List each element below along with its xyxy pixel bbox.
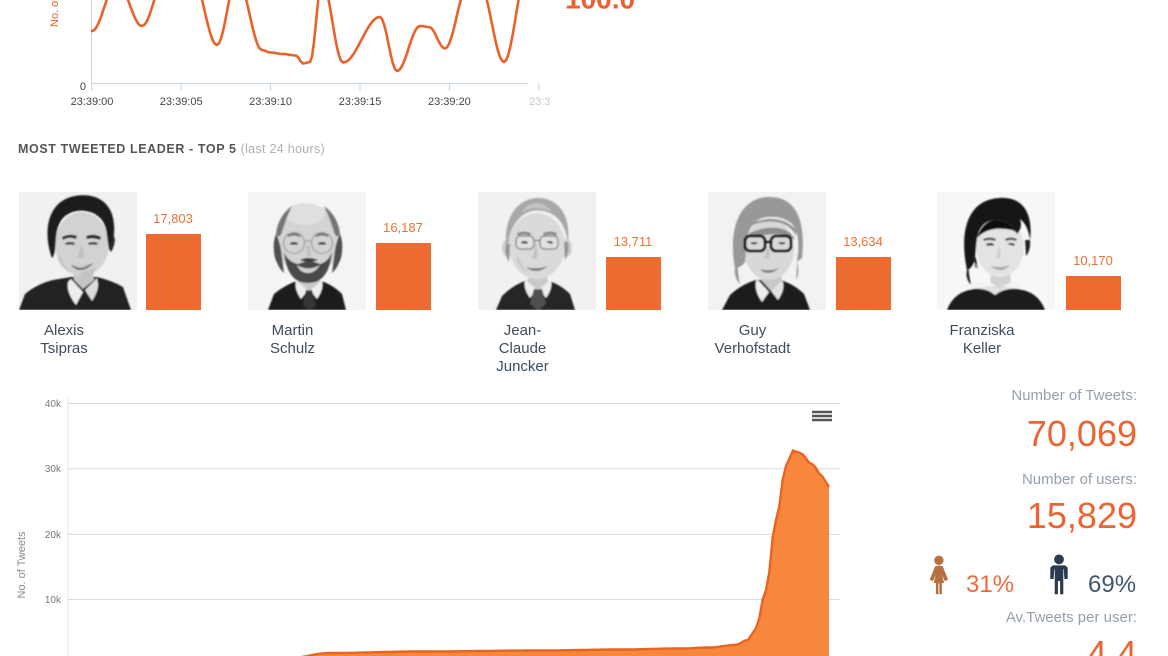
svg-text:20k: 20k bbox=[45, 530, 62, 541]
svg-text:23:39:15: 23:39:15 bbox=[339, 96, 382, 108]
svg-text:No. of Tweets: No. of Tweets bbox=[16, 531, 28, 599]
svg-text:23:39:05: 23:39:05 bbox=[160, 96, 203, 108]
svg-text:No. of Tweets: No. of Tweets bbox=[49, 0, 61, 27]
svg-text:23:39:00: 23:39:00 bbox=[71, 96, 114, 108]
svg-text:23:3: 23:3 bbox=[529, 96, 550, 108]
svg-text:10k: 10k bbox=[45, 595, 62, 606]
svg-text:23:39:20: 23:39:20 bbox=[428, 96, 471, 108]
svg-text:100.0: 100.0 bbox=[565, 0, 635, 15]
svg-text:23:39:10: 23:39:10 bbox=[249, 96, 292, 108]
svg-text:40k: 40k bbox=[45, 399, 62, 410]
svg-text:30k: 30k bbox=[45, 464, 62, 475]
svg-text:0: 0 bbox=[80, 81, 86, 93]
